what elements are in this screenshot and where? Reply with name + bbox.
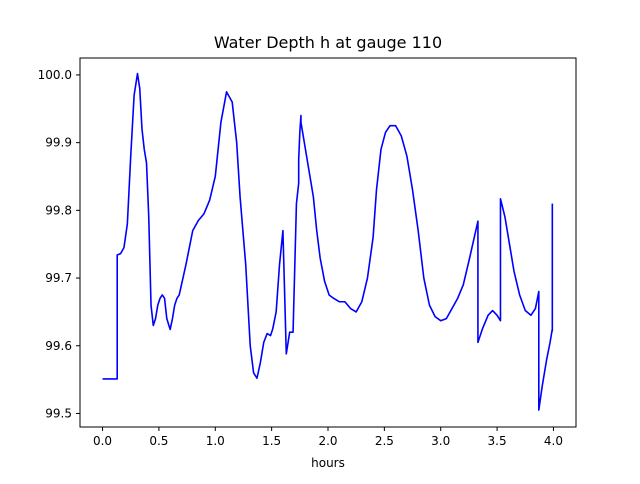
y-tick-label: 99.7 bbox=[45, 271, 72, 285]
x-axis: 0.0 0.5 1.0 1.5 2.0 2.5 3.0 3.5 4.0 bbox=[93, 427, 563, 448]
x-tick-label: 1.5 bbox=[262, 434, 281, 448]
x-tick-label: 0.5 bbox=[149, 434, 168, 448]
y-tick-label: 100.0 bbox=[38, 68, 72, 82]
series-line-1 bbox=[102, 72, 554, 411]
y-tick-label: 99.9 bbox=[45, 136, 72, 150]
x-axis-label: hours bbox=[311, 456, 345, 470]
y-tick-label: 99.6 bbox=[45, 339, 72, 353]
x-tick-label: 3.5 bbox=[488, 434, 507, 448]
x-tick-label: 0.0 bbox=[93, 434, 112, 448]
y-axis: 99.5 99.6 99.7 99.8 99.9 100.0 bbox=[38, 68, 80, 420]
chart-title: Water Depth h at gauge 110 bbox=[214, 33, 442, 52]
x-tick-label: 4.0 bbox=[544, 434, 563, 448]
x-tick-label: 2.5 bbox=[375, 434, 394, 448]
x-tick-label: 3.0 bbox=[431, 434, 450, 448]
y-tick-label: 99.8 bbox=[45, 203, 72, 217]
plot-area bbox=[102, 72, 554, 411]
x-tick-label: 2.0 bbox=[318, 434, 337, 448]
y-tick-label: 99.5 bbox=[45, 406, 72, 420]
x-tick-label: 1.0 bbox=[206, 434, 225, 448]
